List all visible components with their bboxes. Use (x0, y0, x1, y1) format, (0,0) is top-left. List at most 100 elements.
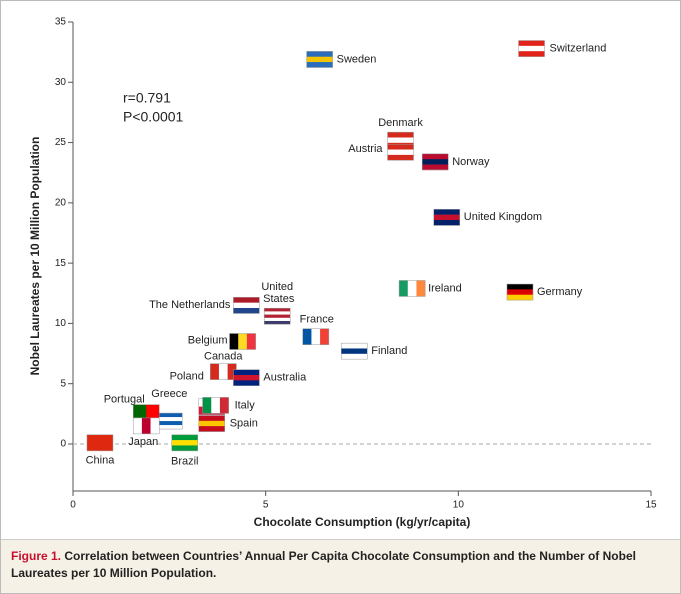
flag-point (263, 307, 291, 325)
flag-stripe (133, 417, 143, 434)
flag-border (306, 51, 333, 68)
point-label: United Kingdom (464, 211, 542, 223)
flag-point (387, 143, 414, 161)
flag-stripe (156, 425, 183, 430)
flag-stripe (233, 307, 260, 314)
flag-stripe (387, 137, 414, 144)
flag-border (341, 342, 368, 360)
flag-stripe (233, 380, 260, 386)
flag-stripe (156, 417, 183, 422)
point-label: Australia (263, 372, 307, 384)
flag-point (171, 434, 198, 452)
flag-stripe (407, 280, 417, 297)
flag-stripe (150, 417, 160, 434)
point-label: Denmark (378, 117, 423, 129)
chart: r=0.791 P<0.0001 Chocolate Consumption (… (28, 17, 657, 530)
flag-point (341, 342, 368, 360)
flag-point (233, 369, 260, 386)
flag-stripe (198, 420, 225, 427)
flag-stripe (320, 328, 330, 345)
y-tick-label: 20 (55, 197, 67, 208)
y-tick-label: 25 (55, 137, 67, 148)
point-label: Ireland (428, 282, 462, 294)
flag-point (306, 51, 333, 68)
annotation: P<0.0001 (123, 109, 184, 125)
flag-stripe (156, 413, 183, 418)
flag-stripe (198, 415, 225, 422)
flag-stripe (86, 442, 113, 452)
point-label: Switzerland (550, 42, 607, 54)
flag-stripe (306, 51, 333, 58)
flag-stripe (518, 51, 545, 57)
flag-stripe (264, 311, 291, 315)
flag-stripe (141, 417, 151, 434)
flag-stripe (264, 317, 291, 322)
flag-point (506, 283, 534, 301)
flag-point (156, 412, 183, 430)
flag-stripe (211, 397, 221, 414)
flag-border (263, 307, 291, 325)
flag-stripe (233, 297, 260, 303)
caption-text: Correlation between Countries’ Annual Pe… (11, 549, 636, 580)
flag-stripe (219, 397, 229, 414)
flag-stripe (387, 144, 414, 150)
flag-stripe (341, 348, 368, 355)
flag-stripe (387, 149, 414, 156)
point-label: Poland (170, 371, 204, 383)
flag-stripe (264, 320, 291, 325)
flag-border (233, 297, 260, 314)
flag-stripe (433, 214, 460, 221)
point-label: Norway (452, 156, 490, 168)
flag-stripe (341, 343, 368, 349)
flag-point (132, 404, 160, 421)
flag-border (171, 434, 198, 452)
flag-point (132, 417, 160, 435)
point-label: Portugal (104, 394, 145, 406)
flag-stripe (156, 421, 183, 426)
point-label: Canada (204, 351, 243, 363)
annotation: r=0.791 (123, 90, 171, 106)
flag-point (86, 434, 114, 452)
point-label: Finland (371, 345, 407, 357)
flag-stripe (264, 314, 291, 319)
flag-border (202, 397, 229, 414)
flag-stripe (233, 302, 260, 309)
flag-stripe (171, 445, 198, 452)
flag-stripe (264, 308, 291, 312)
flag-stripe (233, 369, 260, 376)
flag-stripe (506, 294, 533, 301)
point-label: Greece (151, 388, 187, 400)
flag-point (202, 397, 229, 414)
flag-stripe (399, 280, 409, 297)
flag-stripe (387, 132, 414, 138)
point-label: Belgium (188, 334, 228, 346)
flag-border (506, 283, 534, 301)
flag-stripe (433, 209, 460, 215)
flag-stripe (341, 353, 368, 360)
flag-stripe (246, 333, 256, 350)
y-axis-title: Nobel Laureates per 10 Million Populatio… (28, 137, 42, 376)
point-label: Austria (348, 143, 383, 155)
point-label: Germany (537, 286, 583, 298)
flag-border (233, 369, 260, 386)
flag-stripe (238, 333, 248, 350)
flag-stripe (433, 219, 460, 226)
flag-border (398, 280, 426, 297)
flag-stripe (171, 440, 198, 446)
flag-stripe (86, 434, 113, 444)
y-tick-label: 5 (60, 378, 66, 389)
flag-border (86, 434, 114, 452)
flag-border (421, 153, 449, 171)
flag-stripe (171, 434, 198, 441)
flag-stripe (506, 289, 533, 296)
flag-stripe (146, 404, 160, 421)
x-tick-label: 0 (70, 500, 76, 511)
flag-stripe (306, 56, 333, 63)
y-tick-label: 10 (55, 318, 67, 329)
flag-border (198, 415, 225, 432)
point-label: Spain (230, 417, 258, 429)
flag-stripe (302, 328, 312, 345)
flag-point (398, 280, 426, 297)
flag-stripe (518, 45, 545, 52)
flag-stripe (422, 153, 449, 160)
